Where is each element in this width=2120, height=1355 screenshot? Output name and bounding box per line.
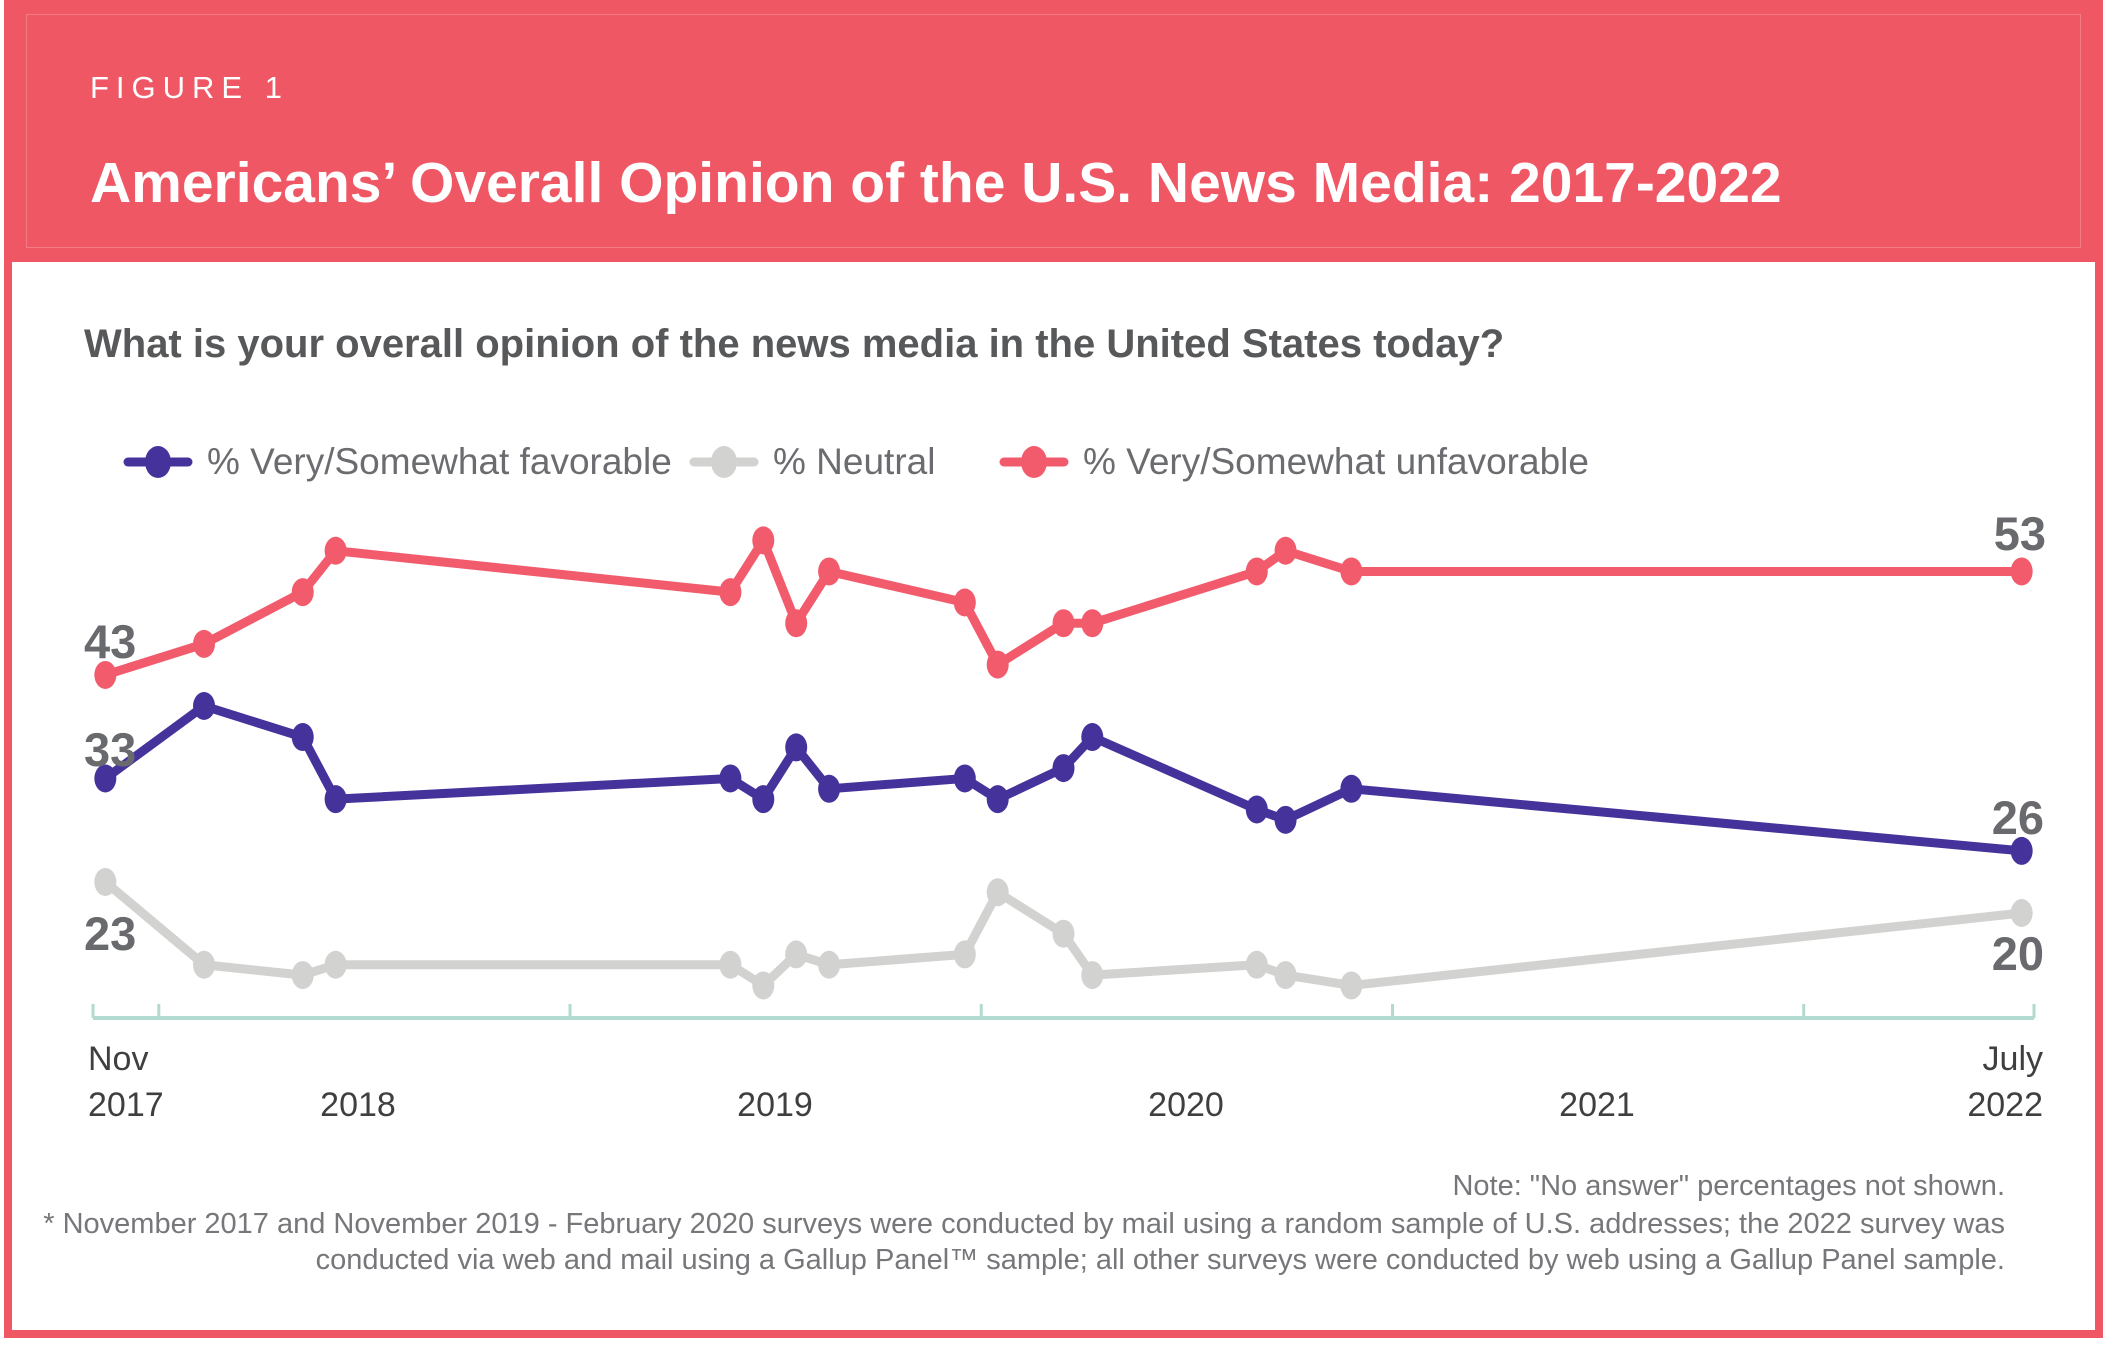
legend-marker-favorable-icon (123, 446, 193, 478)
value-label-unfavorable-end: 53 (1993, 507, 2046, 560)
data-point-favorable (752, 785, 775, 814)
x-axis-label-july-2022: July 2022 (1967, 1036, 2043, 1128)
data-point-unfavorable (324, 536, 347, 565)
data-point-neutral (193, 950, 216, 979)
data-point-unfavorable (986, 650, 1009, 679)
x-axis-label-2017: 2017 (88, 1086, 164, 1124)
data-point-neutral (324, 950, 347, 979)
data-point-favorable (785, 733, 808, 762)
legend-item-neutral: % Neutral (689, 440, 935, 484)
data-point-unfavorable (2010, 557, 2033, 586)
series-line-unfavorable (100, 535, 2027, 680)
data-point-unfavorable (1340, 557, 1363, 586)
value-label-favorable-end: 26 (1991, 791, 2044, 844)
data-point-neutral (1052, 919, 1075, 948)
data-point-favorable (986, 785, 1009, 814)
x-axis-label-2020: 2020 (1148, 1086, 1224, 1124)
data-point-neutral (719, 950, 742, 979)
data-point-favorable (719, 764, 742, 793)
data-point-neutral (1245, 950, 1268, 979)
data-point-neutral (2010, 899, 2033, 927)
data-point-favorable (94, 764, 117, 793)
chart-legend: % Very/Somewhat favorable % Neutral % Ve… (0, 440, 2120, 484)
x-axis-label-2022: 2022 (1967, 1086, 2043, 1124)
series-line-favorable (100, 701, 2027, 856)
x-axis-label-nov: Nov (88, 1040, 149, 1078)
data-point-unfavorable (752, 526, 775, 555)
data-point-favorable (1274, 805, 1297, 834)
data-point-neutral (752, 971, 775, 1000)
data-point-neutral (986, 878, 1009, 907)
figure-frame: FIGURE 1 Americans’ Overall Opinion of t… (4, 0, 2103, 1338)
legend-item-unfavorable: % Very/Somewhat unfavorable (999, 440, 1589, 484)
legend-label-unfavorable: % Very/Somewhat unfavorable (1083, 441, 1589, 482)
x-axis-label-nov-2017: Nov 2017 (88, 1036, 164, 1128)
value-label-neutral-end: 20 (1991, 927, 2044, 980)
data-point-unfavorable (719, 578, 742, 607)
survey-question-text: What is your overall opinion of the news… (84, 322, 1505, 366)
data-point-neutral (94, 867, 117, 896)
data-point-unfavorable (1245, 557, 1268, 586)
data-point-neutral (1340, 971, 1363, 1000)
footnote-text-line2: conducted via web and mail using a Gallu… (315, 1244, 2005, 1276)
data-point-unfavorable (193, 629, 216, 658)
data-point-neutral (291, 961, 314, 990)
data-point-unfavorable (94, 660, 117, 689)
data-point-neutral (1081, 961, 1104, 990)
data-point-unfavorable (953, 588, 976, 617)
x-axis-label-2018: 2018 (320, 1086, 396, 1124)
data-point-neutral (953, 940, 976, 969)
data-point-favorable (1081, 723, 1104, 752)
data-point-unfavorable (785, 609, 808, 638)
data-point-favorable (1245, 795, 1268, 824)
legend-marker-neutral-icon (689, 446, 759, 478)
data-point-neutral (818, 950, 841, 979)
value-label-neutral-start: 23 (84, 907, 137, 960)
data-point-unfavorable (818, 557, 841, 586)
legend-item-favorable: % Very/Somewhat favorable (123, 440, 672, 484)
value-label-unfavorable-start: 43 (84, 615, 137, 668)
legend-marker-unfavorable-icon (999, 446, 1069, 478)
data-point-favorable (2010, 836, 2033, 865)
x-axis-label-july: July (1982, 1040, 2043, 1078)
legend-label-favorable: % Very/Somewhat favorable (207, 441, 672, 482)
data-point-unfavorable (1274, 536, 1297, 565)
data-point-favorable (1052, 754, 1075, 783)
data-point-favorable (953, 764, 976, 793)
data-point-favorable (324, 785, 347, 814)
x-axis-label-2019: 2019 (737, 1086, 813, 1124)
series-line-neutral (100, 877, 2027, 990)
data-point-unfavorable (1081, 609, 1104, 638)
data-point-favorable (291, 723, 314, 752)
data-point-neutral (1274, 961, 1297, 990)
footnote-text-line1: * November 2017 and November 2019 - Febr… (43, 1208, 2005, 1240)
x-axis-label-2021: 2021 (1559, 1086, 1635, 1124)
legend-label-neutral: % Neutral (773, 441, 936, 482)
figure-title: Americans’ Overall Opinion of the U.S. N… (90, 151, 1782, 215)
note-text: Note: "No answer" percentages not shown. (1452, 1170, 2005, 1202)
data-point-favorable (193, 692, 216, 720)
data-point-favorable (818, 774, 841, 803)
data-point-neutral (785, 940, 808, 969)
data-point-favorable (1340, 774, 1363, 803)
header-banner: FIGURE 1 Americans’ Overall Opinion of t… (12, 0, 2095, 262)
value-label-favorable-start: 33 (84, 723, 137, 776)
data-point-unfavorable (291, 578, 314, 607)
figure-number-label: FIGURE 1 (90, 70, 289, 105)
data-point-unfavorable (1052, 609, 1075, 638)
